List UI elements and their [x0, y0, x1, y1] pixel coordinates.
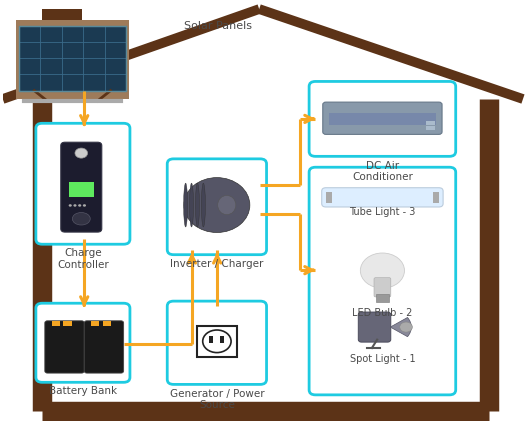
Bar [426, 121, 435, 125]
Bar [433, 192, 439, 203]
Bar [16, 20, 129, 99]
Bar [19, 26, 126, 91]
Circle shape [73, 204, 76, 207]
Bar [376, 294, 389, 302]
Circle shape [400, 322, 413, 332]
FancyBboxPatch shape [84, 321, 124, 373]
Text: LED Bulb - 2: LED Bulb - 2 [352, 308, 413, 318]
Bar [52, 321, 60, 326]
Text: Charge
Controller: Charge Controller [57, 248, 109, 270]
Bar [326, 192, 332, 203]
FancyBboxPatch shape [61, 142, 102, 232]
Circle shape [83, 204, 86, 207]
Bar [329, 113, 436, 125]
FancyBboxPatch shape [374, 278, 391, 297]
Circle shape [203, 330, 231, 353]
Text: DC Air
Conditioner: DC Air Conditioner [352, 161, 413, 182]
Text: Battery Bank: Battery Bank [49, 387, 117, 396]
Text: Generator / Power
Source: Generator / Power Source [169, 388, 264, 410]
FancyBboxPatch shape [167, 159, 267, 255]
Bar [197, 326, 237, 357]
Ellipse shape [201, 183, 205, 227]
Bar [19, 26, 126, 91]
Text: Inverter / Charger: Inverter / Charger [170, 259, 263, 269]
Circle shape [78, 204, 81, 207]
Ellipse shape [190, 183, 193, 227]
Bar [219, 336, 224, 343]
FancyBboxPatch shape [45, 321, 84, 373]
Bar [209, 336, 213, 343]
Bar [68, 182, 94, 197]
FancyBboxPatch shape [323, 102, 442, 134]
FancyBboxPatch shape [36, 303, 130, 382]
Wedge shape [390, 318, 412, 337]
Ellipse shape [218, 195, 236, 215]
Text: Tube Light - 3: Tube Light - 3 [349, 207, 416, 217]
Bar [91, 321, 99, 326]
Bar [102, 321, 111, 326]
Ellipse shape [195, 183, 200, 227]
FancyBboxPatch shape [309, 81, 456, 156]
Ellipse shape [72, 212, 90, 225]
Circle shape [75, 148, 88, 158]
FancyBboxPatch shape [309, 167, 456, 395]
Text: Spot Light - 1: Spot Light - 1 [349, 354, 415, 364]
Bar [426, 126, 435, 130]
Ellipse shape [184, 178, 250, 232]
Circle shape [68, 204, 72, 207]
Text: Solar Panels: Solar Panels [184, 21, 252, 31]
FancyBboxPatch shape [167, 301, 267, 385]
FancyBboxPatch shape [358, 312, 391, 342]
Ellipse shape [184, 183, 187, 227]
Bar [63, 321, 72, 326]
Circle shape [361, 253, 405, 288]
FancyBboxPatch shape [36, 123, 130, 244]
Bar [42, 9, 82, 99]
FancyBboxPatch shape [322, 188, 443, 207]
